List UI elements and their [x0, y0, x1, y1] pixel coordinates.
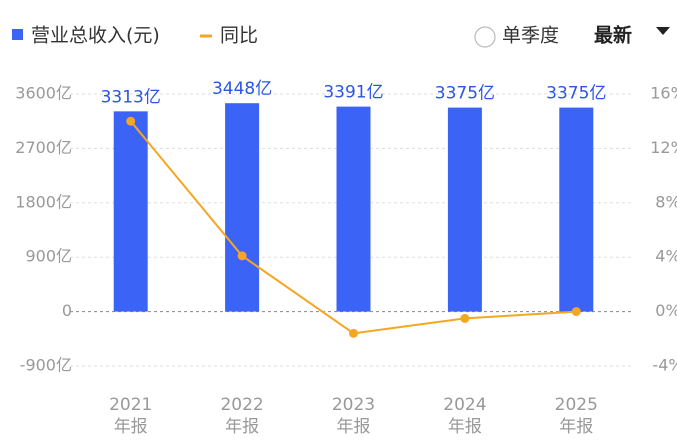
y2-tick-label: 16% — [650, 84, 677, 103]
y2-tick-label: 12% — [650, 138, 677, 157]
y2-tick-label: 4% — [655, 247, 677, 266]
y-tick-label: 1800亿 — [15, 192, 72, 211]
quarterly-toggle[interactable]: 单季度 — [474, 25, 559, 48]
value-label: 3375亿 — [435, 84, 495, 104]
x-tick-label: 年报 — [448, 417, 482, 437]
y-tick-label: 0 — [62, 301, 72, 320]
value-label: 3375亿 — [546, 84, 606, 104]
bar — [336, 106, 371, 312]
x-tick-label: 年报 — [225, 417, 259, 437]
legend-swatch — [12, 29, 23, 40]
line-point — [237, 251, 247, 261]
x-tick-label: 2021 — [109, 395, 152, 415]
x-tick-label: 年报 — [559, 417, 593, 437]
line-point — [126, 116, 136, 126]
x-tick-label: 2025 — [555, 395, 598, 415]
x-tick-label: 年报 — [337, 417, 371, 437]
legend-label: 同比 — [220, 25, 258, 47]
y-tick-label: -900亿 — [20, 356, 72, 375]
y-tick-label: 900亿 — [25, 247, 72, 266]
bar — [559, 107, 594, 312]
radio[interactable] — [474, 26, 496, 48]
bar — [225, 103, 260, 312]
bar — [113, 111, 148, 312]
legend-label: 营业总收入(元) — [31, 25, 160, 47]
x-tick-label: 2023 — [332, 395, 375, 415]
value-label: 3391亿 — [323, 83, 383, 103]
bar — [447, 107, 482, 312]
toggle-label[interactable]: 单季度 — [502, 25, 559, 47]
line-point — [349, 328, 358, 338]
value-label: 3448亿 — [212, 79, 272, 99]
value-label: 3313亿 — [101, 87, 161, 107]
y-tick-label: 3600亿 — [15, 84, 72, 103]
line-point — [571, 307, 581, 317]
y2-tick-label: 0% — [655, 301, 677, 320]
y-tick-label: 2700亿 — [15, 138, 72, 157]
period-dropdown[interactable]: 最新 — [594, 24, 670, 47]
y2-tick-label: -4% — [652, 356, 677, 375]
dropdown-label[interactable]: 最新 — [594, 24, 632, 47]
x-tick-label: 年报 — [114, 417, 148, 437]
x-tick-label: 2024 — [443, 395, 486, 415]
line-point — [460, 313, 470, 323]
x-tick-label: 2022 — [220, 395, 263, 415]
y2-tick-label: 8% — [655, 192, 677, 211]
dropdown-arrow[interactable] — [656, 27, 670, 35]
